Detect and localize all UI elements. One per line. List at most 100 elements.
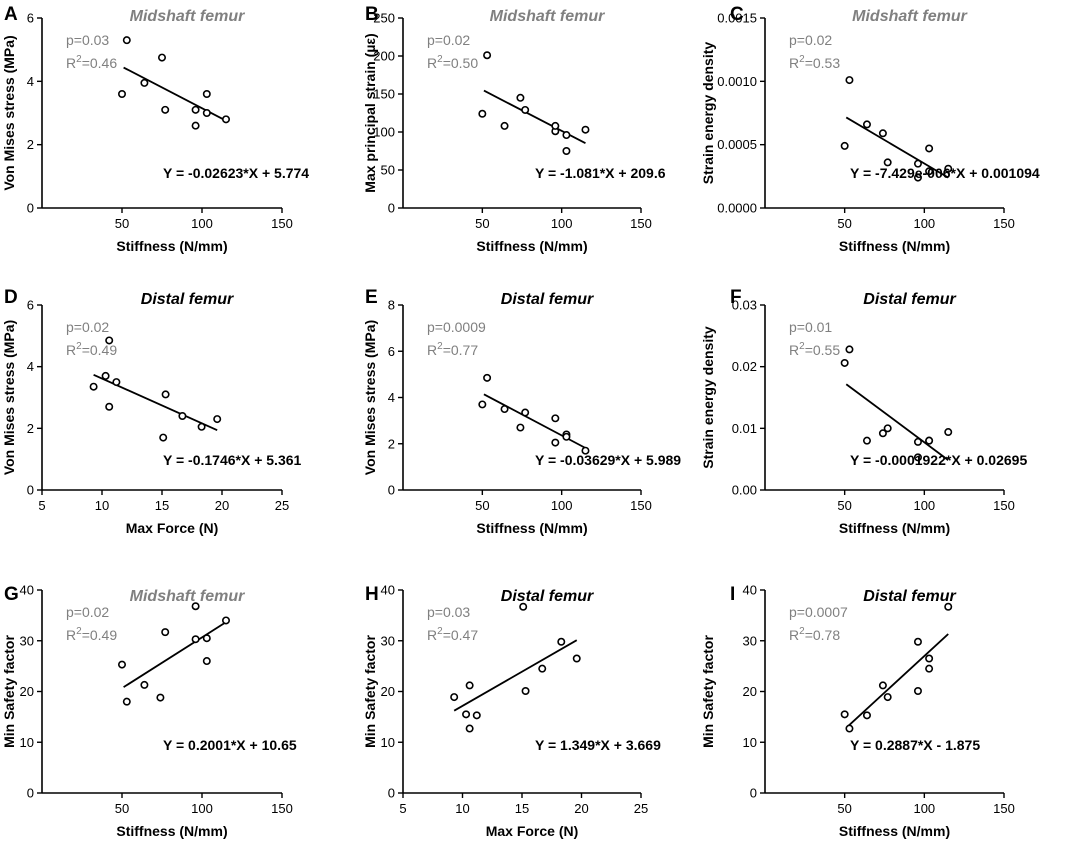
p-value-label: p=0.03 (66, 32, 109, 48)
y-tick-label: 0.0015 (717, 11, 757, 26)
data-point (925, 436, 934, 445)
data-point (450, 693, 459, 702)
r-squared-r: R (427, 342, 437, 358)
y-axis-title: Min Safety factor (362, 635, 378, 748)
panel-title: Midshaft femur (490, 8, 605, 25)
data-point (521, 408, 530, 417)
data-point (478, 400, 487, 409)
x-tick-label: 150 (993, 801, 1015, 816)
data-point (118, 660, 127, 669)
panel-i: I 0 10 20 30 40 50 100 150 Stiffness (N/mm) Min Sa… (700, 583, 1015, 840)
data-point (500, 405, 509, 414)
data-point (562, 147, 571, 156)
y-tick-label: 20 (20, 684, 34, 699)
y-tick-label: 0 (27, 201, 34, 216)
y-tick-label: 200 (373, 49, 395, 64)
r-squared-value: =0.49 (82, 342, 118, 358)
data-point (156, 693, 165, 702)
data-point (519, 602, 528, 611)
y-axis-title: Strain energy density (700, 326, 716, 469)
r-squared-r: R (789, 627, 799, 643)
data-point (862, 711, 871, 720)
p-value-label: p=0.03 (427, 604, 470, 620)
panel-letter: D (4, 287, 18, 308)
y-tick-label: 0 (388, 483, 395, 498)
data-point (845, 76, 854, 85)
data-point (462, 710, 471, 719)
x-tick-label: 20 (574, 801, 588, 816)
x-tick-label: 150 (993, 498, 1015, 513)
y-tick-label: 6 (27, 298, 34, 313)
data-point (478, 109, 487, 118)
y-axis-title: Min Safety factor (700, 635, 716, 748)
x-tick-label: 50 (837, 216, 851, 231)
r-squared-label: R2=0.47 (427, 626, 478, 643)
data-point (465, 724, 474, 733)
regression-equation: Y = -1.081*X + 209.6 (535, 165, 666, 181)
data-point (197, 422, 206, 431)
y-tick-label: 0 (27, 483, 34, 498)
x-tick-label: 25 (634, 801, 648, 816)
data-point (465, 681, 474, 690)
x-tick-label: 100 (191, 801, 213, 816)
data-point (883, 158, 892, 167)
panel-title: Distal femur (141, 291, 234, 308)
data-point (562, 432, 571, 441)
y-tick-label: 250 (373, 11, 395, 26)
x-tick-label: 100 (551, 216, 573, 231)
y-tick-label: 6 (388, 344, 395, 359)
y-tick-label: 20 (743, 684, 757, 699)
data-point (883, 693, 892, 702)
data-point (516, 423, 525, 432)
r-squared-value: =0.49 (82, 627, 118, 643)
y-tick-label: 0.0010 (717, 74, 757, 89)
r-squared-r: R (789, 55, 799, 71)
data-point (840, 358, 849, 367)
y-tick-label: 0 (750, 786, 757, 801)
x-tick-label: 150 (271, 801, 293, 816)
r-squared-r: R (427, 55, 437, 71)
data-point (213, 415, 222, 424)
r-squared-r: R (427, 627, 437, 643)
panel-a: A 0 2 4 6 50 100 150 Stiffness (N/mm) Von Mises s… (1, 4, 309, 254)
x-axis-title: Stiffness (N/mm) (476, 520, 587, 536)
y-tick-label: 8 (388, 298, 395, 313)
x-tick-label: 5 (399, 801, 406, 816)
regression-line (453, 639, 578, 712)
p-value-label: p=0.0009 (427, 319, 486, 335)
data-point (925, 167, 934, 176)
y-tick-label: 6 (27, 11, 34, 26)
regression-equation: Y = -0.03629*X + 5.989 (535, 452, 681, 468)
data-point (538, 664, 547, 673)
r-squared-label: R2=0.55 (789, 341, 840, 358)
y-tick-label: 30 (20, 633, 34, 648)
x-tick-label: 100 (913, 801, 935, 816)
y-tick-label: 4 (27, 359, 34, 374)
r-squared-value: =0.78 (805, 627, 841, 643)
panel-title: Distal femur (863, 588, 956, 605)
y-axis-title: Max principal strain (µε) (362, 33, 378, 192)
r-squared-superscript: 2 (437, 626, 443, 637)
data-point (202, 90, 211, 99)
y-tick-label: 10 (743, 735, 757, 750)
data-point (112, 378, 121, 387)
y-tick-label: 20 (381, 684, 395, 699)
data-point (483, 51, 492, 60)
data-point (140, 680, 149, 689)
panel-g: G 0 10 20 30 40 50 100 150 Stiffness (N/mm) Min Sa… (1, 583, 297, 840)
panel-title: Distal femur (501, 588, 594, 605)
y-axis-title: Von Mises stress (MPa) (362, 320, 378, 475)
data-point (581, 125, 590, 134)
p-value-label: p=0.02 (66, 319, 109, 335)
y-axis-title: Strain energy density (700, 42, 716, 185)
p-value-label: p=0.02 (427, 32, 470, 48)
r-squared-value: =0.55 (805, 342, 841, 358)
r-squared-superscript: 2 (437, 54, 443, 65)
x-tick-label: 15 (155, 498, 169, 513)
regression-line (845, 633, 949, 729)
y-tick-label: 2 (388, 436, 395, 451)
x-axis-title: Max Force (N) (126, 520, 219, 536)
data-point (222, 115, 231, 124)
regression-equation: Y = -0.02623*X + 5.774 (163, 165, 309, 181)
y-axis-title: Von Mises stress (MPa) (1, 320, 17, 475)
